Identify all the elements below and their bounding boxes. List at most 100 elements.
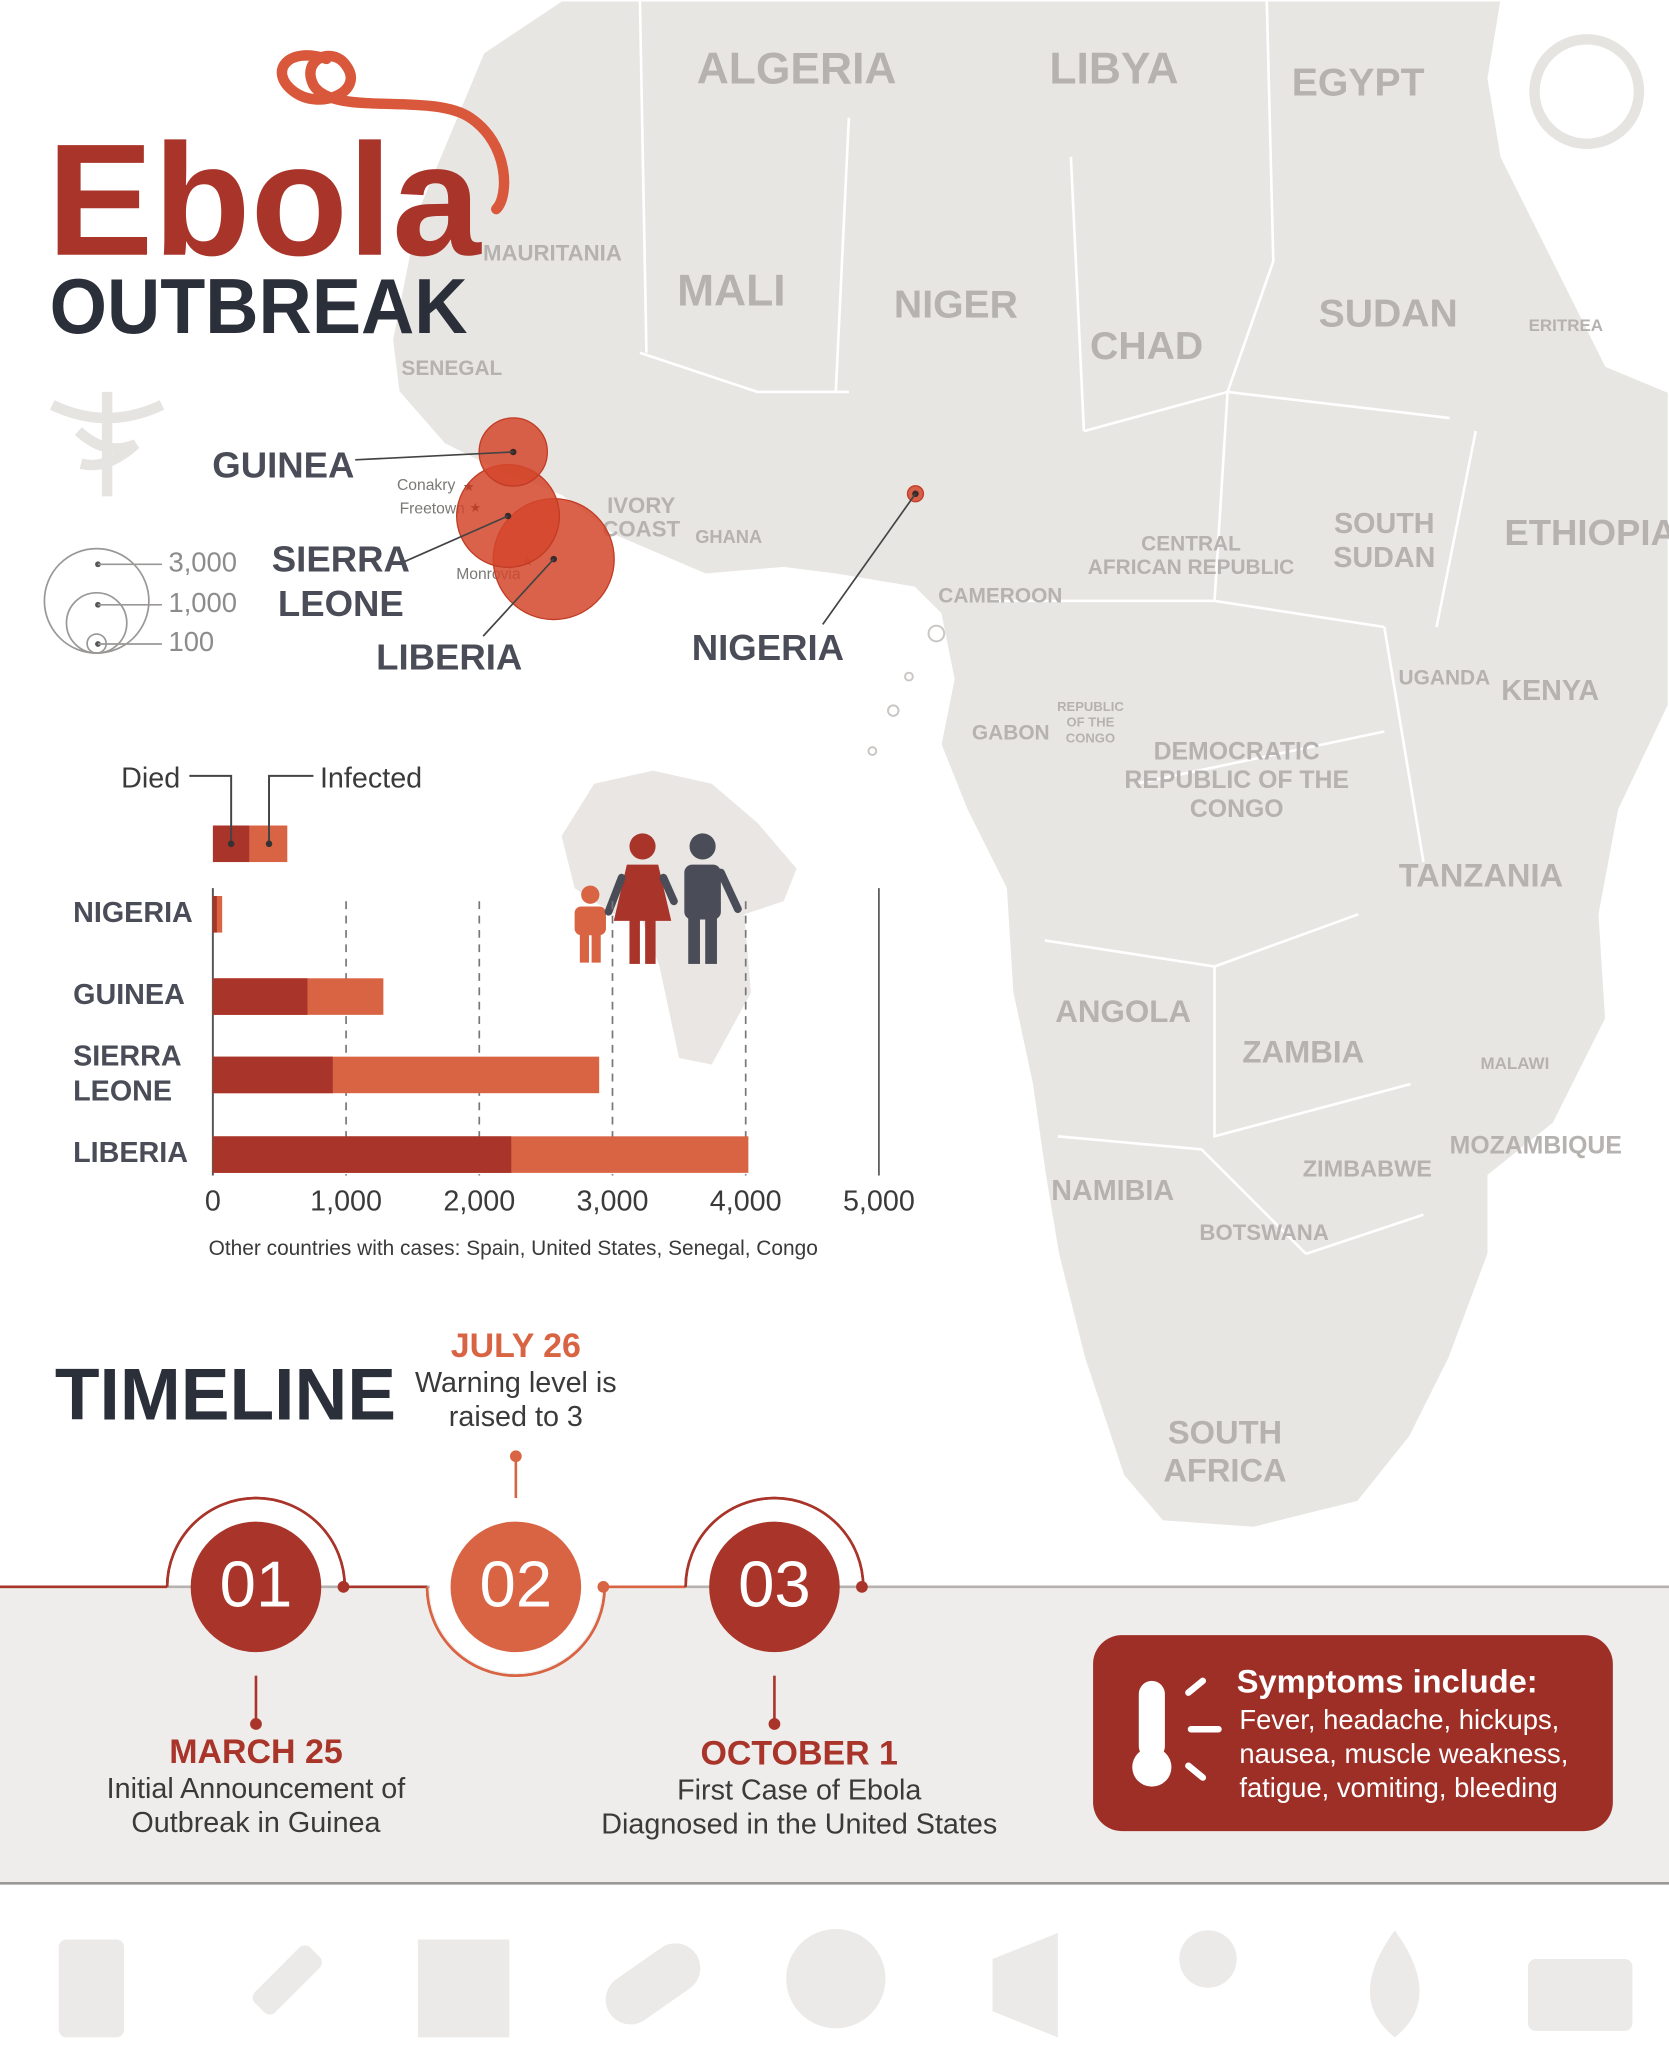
y-tick-label: LIBERIA (73, 1137, 188, 1169)
chart-legend: Died Infected (121, 763, 422, 863)
timeline-description: Diagnosed in the United States (601, 1808, 997, 1840)
timeline-node (190, 1521, 322, 1653)
country-label: EGYPT (1292, 61, 1425, 104)
timeline-node (709, 1521, 840, 1653)
x-tick-label: 3,000 (577, 1186, 649, 1218)
footer-icons (58, 1929, 1633, 2038)
timeline-description: Initial Announcement of (107, 1773, 407, 1805)
country-callout: LIBERIA (376, 636, 522, 677)
city-label: Freetown (400, 501, 465, 518)
x-tick-label: 4,000 (710, 1186, 782, 1218)
country-label: UGANDA (1399, 667, 1491, 690)
y-tick-label: SIERRA LEONE (73, 1040, 182, 1107)
x-tick-label: 1,000 (310, 1186, 382, 1218)
leader-line (482, 558, 555, 637)
map-borders (638, 0, 1478, 1256)
timeline-stem-dot (509, 1450, 522, 1463)
virus-squiggle (276, 50, 510, 215)
symptoms-list: Fever, headache, hickups,nausea, muscle … (1239, 1704, 1568, 1803)
country-label: SENEGAL (401, 357, 502, 380)
timeline-dot (597, 1580, 610, 1593)
legend-label: Infected (320, 763, 422, 795)
country-label: MAURITANIA (483, 241, 622, 266)
timeline-description: Outbreak in Guinea (131, 1807, 380, 1839)
timeline-number: 01 (220, 1548, 293, 1621)
x-tick-label: 5,000 (843, 1186, 915, 1218)
bubble-legend-label: 3,000 (168, 547, 237, 578)
subtitle: OUTBREAK (50, 262, 468, 350)
country-label: MALAWI (1480, 1054, 1549, 1073)
country-label: IVORY COAST (602, 493, 680, 542)
timeline-number: 03 (738, 1548, 811, 1621)
timeline-dot (856, 1580, 868, 1593)
country-label: DEMOCRATIC REPUBLIC OF THE CONGO (1124, 738, 1349, 822)
timeline-title: TIMELINE (55, 1355, 396, 1436)
country-label: ALGERIA (697, 45, 897, 94)
bar-chart: 0 1,000 2,000 3,000 4,000 5,000 NIGERIA GUINEA S… (73, 888, 915, 1218)
symptom-line: nausea, muscle weakness, (1239, 1738, 1568, 1769)
timeline-description: raised to 3 (449, 1401, 583, 1433)
leader-line (355, 451, 514, 461)
country-label: ANGOLA (1055, 994, 1191, 1029)
country-label: ZIMBABWE (1303, 1155, 1432, 1181)
island (927, 624, 946, 643)
x-tick-label: 2,000 (443, 1186, 515, 1218)
leader-line (397, 515, 509, 566)
bar (212, 896, 223, 933)
country-label: MOZAMBIQUE (1450, 1132, 1622, 1159)
country-label: GABON (972, 722, 1050, 745)
symptoms-box (1093, 1635, 1613, 1832)
country-label: SUDAN (1319, 293, 1458, 336)
y-tick-label: NIGERIA (73, 897, 193, 929)
symptoms-title: Symptoms include: (1237, 1663, 1538, 1700)
country-label: NIGER (894, 283, 1018, 326)
chart-note: Other countries with cases: Spain, Unite… (209, 1237, 818, 1260)
x-tick-label: 0 (205, 1186, 221, 1218)
country-callout: NIGERIA (692, 627, 844, 668)
timeline-dot (337, 1580, 350, 1593)
faint-icons (49, 34, 1645, 497)
timeline-description: First Case of Ebola (677, 1774, 921, 1806)
country-label: BOTSWANA (1199, 1220, 1328, 1245)
title: Ebola (47, 111, 482, 289)
legend-label: Died (121, 763, 180, 795)
country-label: NAMIBIA (1051, 1175, 1174, 1207)
island (867, 746, 878, 756)
timeline-date: OCTOBER 1 (701, 1734, 898, 1772)
thermometer-icon (1132, 1677, 1222, 1787)
country-label: ETHIOPIA (1504, 512, 1669, 553)
bar (212, 1056, 333, 1094)
symptom-line: fatigue, vomiting, bleeding (1239, 1772, 1557, 1803)
country-label: KENYA (1501, 675, 1599, 707)
country-label: CENTRAL AFRICAN REPUBLIC (1088, 532, 1294, 579)
bar (212, 978, 308, 1015)
africa-silhouette (561, 770, 797, 1065)
timeline-date: MARCH 25 (169, 1733, 342, 1771)
timeline-node (450, 1521, 582, 1653)
timeline-number: 02 (480, 1548, 553, 1621)
country-label: CAMEROON (938, 584, 1062, 607)
country-label: ERITREA (1529, 316, 1603, 335)
timeline-stem-dot (768, 1718, 781, 1730)
timeline-ring (684, 1496, 865, 1587)
country-label: REPUBLIC OF THE CONGO (1057, 699, 1124, 745)
country-callout: SIERRA LEONE (272, 538, 410, 623)
bubble-legend-label: 1,000 (168, 587, 237, 618)
timeline-ring (425, 1586, 606, 1677)
country-label: SOUTH AFRICA (1163, 1413, 1286, 1488)
country-label: MALI (677, 267, 785, 316)
symptom-line: Fever, headache, hickups, (1239, 1704, 1559, 1735)
map-labels: ALGERIA LIBYA EGYPT MAURITANIA MALI NIGER CHAD… (397, 45, 1669, 1489)
country-label: GHANA (695, 526, 762, 547)
timeline-date: JULY 26 (451, 1327, 581, 1365)
country-callout: GUINEA (212, 444, 354, 485)
country-label: TANZANIA (1399, 856, 1563, 893)
country-label: SOUTH SUDAN (1333, 508, 1435, 574)
family-icon (574, 833, 742, 964)
bubble-legend-label: 100 (168, 626, 214, 657)
island (887, 704, 900, 717)
bubbles: NIGERIA GUINEA SIERRA LEONE LIBERIA 3,000 1,00… (43, 417, 925, 677)
country-label: CHAD (1090, 325, 1203, 368)
